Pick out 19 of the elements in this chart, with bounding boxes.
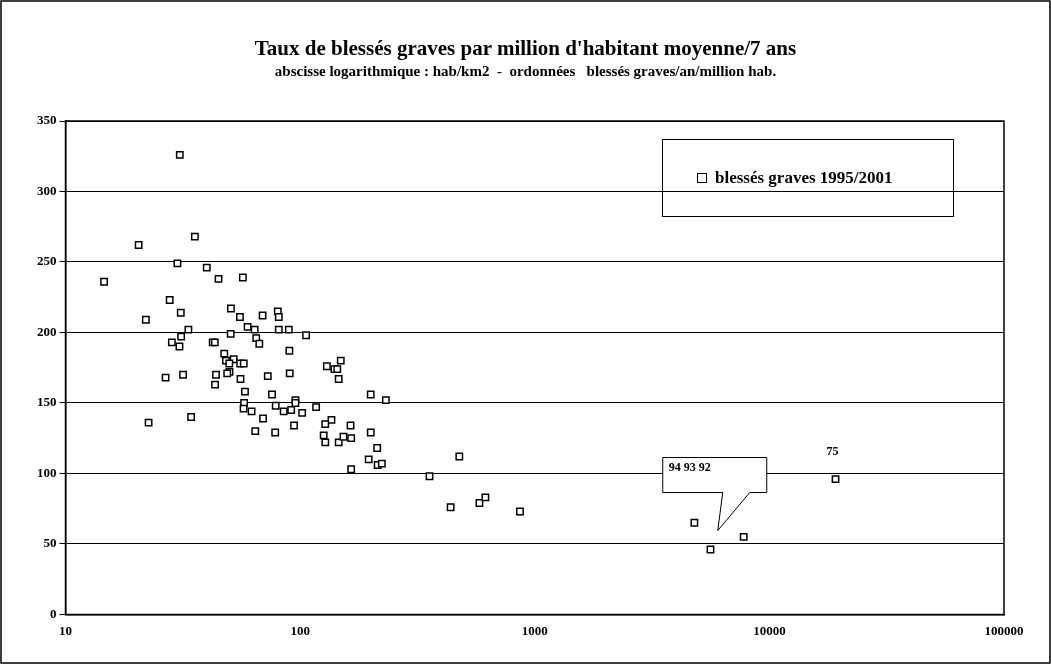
x-tick-label: 10000 [753, 622, 786, 638]
y-tick-label: 250 [37, 253, 57, 269]
y-tick-label: 100 [37, 464, 57, 480]
y-tick-label: 350 [37, 112, 57, 128]
chart-subtitle: abscisse logarithmique : hab/km2 - ordonnées blessés graves/an/million hab. [274, 62, 777, 79]
y-tick-label: 50 [43, 535, 57, 551]
annotation: 94 93 92 [668, 459, 711, 474]
legend-label: blessés graves 1995/2001 [715, 168, 893, 188]
legend: blessés graves 1995/2001 [662, 139, 954, 217]
x-tick-label: 100 [290, 622, 310, 638]
y-tick-label: 0 [50, 605, 57, 621]
annotation: 75 [826, 444, 839, 459]
x-tick-label: 1000 [521, 622, 548, 638]
y-tick-label: 150 [37, 394, 57, 410]
y-tick-label: 200 [37, 323, 57, 339]
chart-title: Taux de blessés graves par million d'habitant moyenne/7 ans [254, 36, 797, 61]
x-tick-label: 100000 [984, 622, 1024, 638]
y-tick-label: 300 [37, 182, 57, 198]
x-tick-label: 10 [59, 622, 72, 638]
